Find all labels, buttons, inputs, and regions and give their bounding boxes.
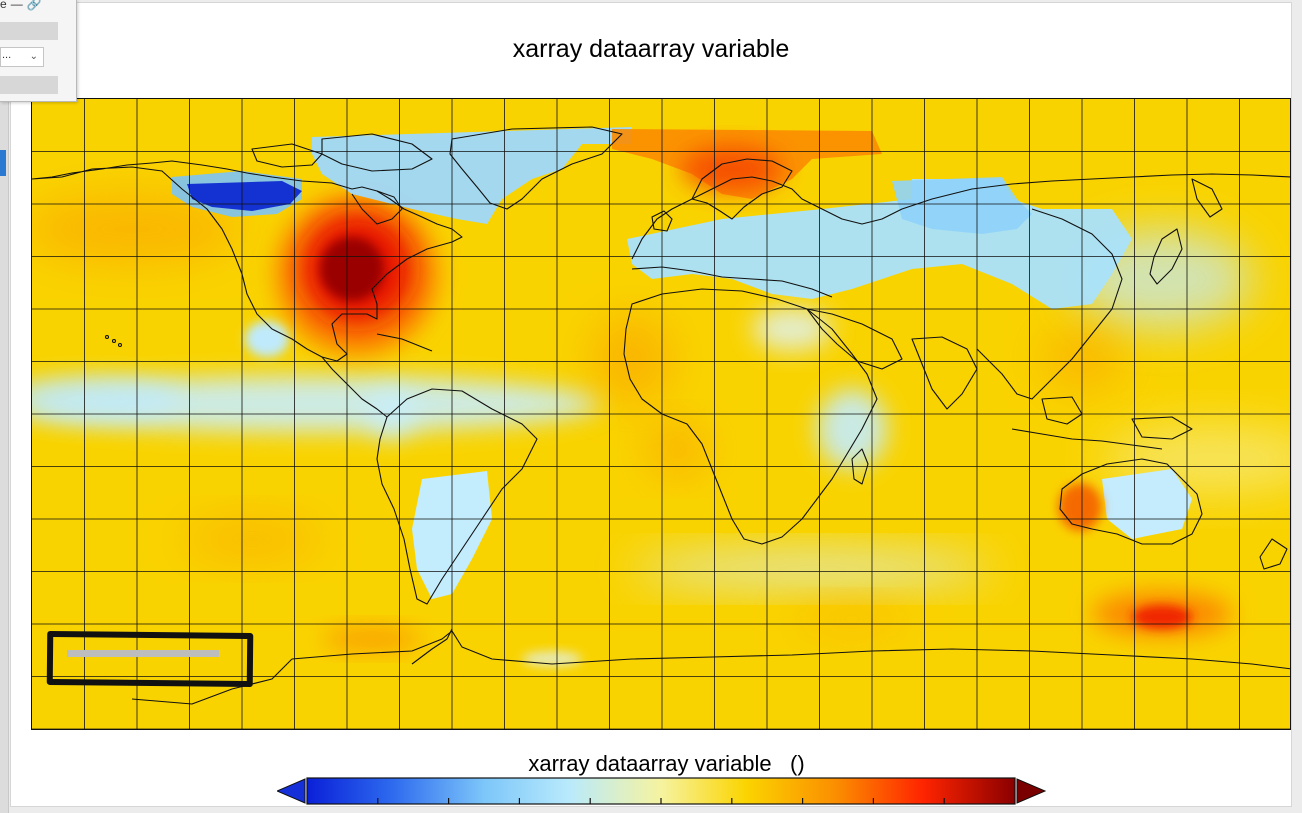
anomaly-cool-east-africa <box>817 389 887 469</box>
coastline-antarctica-west <box>131 658 293 705</box>
coastline-kamchatka <box>1191 178 1223 218</box>
anomaly-cool-east-australia <box>1102 469 1192 539</box>
coastline-north-america <box>32 160 463 362</box>
colorbar-label-text: xarray dataarray variable <box>528 751 772 776</box>
toolbar-input-bar-1[interactable] <box>0 22 58 40</box>
colorbar <box>277 777 1047 805</box>
toolbar-select[interactable]: ... ⌄ <box>0 47 44 67</box>
anomaly-warm-scandinavia-core <box>682 147 782 191</box>
map-svg <box>32 99 1290 729</box>
coastline-hawaii-3 <box>117 342 123 348</box>
coastline-south-america <box>376 388 538 605</box>
anomaly-field <box>32 127 1290 667</box>
coastline-india <box>911 336 978 410</box>
coastline-madagascar <box>851 448 869 485</box>
map-plot-area[interactable] <box>31 98 1291 730</box>
map-title: xarray dataarray variable <box>512 35 790 63</box>
coastline-arctic-islands-2 <box>251 143 323 168</box>
anomaly-cool-pacific-west <box>32 377 182 421</box>
anomaly-warm-atlantic-tropics <box>592 314 672 404</box>
coastline-antarctica <box>291 630 1290 670</box>
toolbar-select-value: ... <box>2 49 12 61</box>
anomaly-cool-siberia <box>892 177 1032 234</box>
coastline-arctic-islands <box>321 133 433 172</box>
coastline-scandinavia <box>691 158 793 220</box>
colorbar-ticks <box>377 798 945 804</box>
anomaly-cool-indian-ocean-south <box>632 551 992 587</box>
anomaly-warm-south-atlantic <box>792 603 912 635</box>
coastline-hudson-bay <box>351 190 403 225</box>
anomaly-warm-west-australia <box>1058 483 1102 531</box>
annotation-highlight-box <box>46 630 254 688</box>
anomaly-cool-antarctic-east <box>522 651 582 667</box>
coastline-new-guinea <box>1131 416 1193 440</box>
colorbar-label: xarray dataarray variable () <box>11 751 1302 777</box>
coastline-caribbean <box>376 333 433 352</box>
coastline-greenland <box>449 126 623 210</box>
dash-icon[interactable]: — <box>10 0 23 11</box>
coastline-new-zealand <box>1259 538 1288 570</box>
coastline-indonesia <box>1011 428 1163 450</box>
link-icon[interactable]: 🔗 <box>26 0 42 11</box>
coastline-japan <box>1149 228 1183 285</box>
gridlines <box>32 99 1290 729</box>
coastline-central-america <box>321 356 388 418</box>
toolbar-label-fragment: e <box>0 0 7 11</box>
anomaly-cool-mexico <box>245 321 289 357</box>
chevron-down-icon[interactable]: ⌄ <box>29 51 38 62</box>
figure-canvas: xarray dataarray variable <box>10 2 1292 807</box>
sidebar-selection-marker[interactable] <box>0 150 6 176</box>
toolbar-input-bar-2[interactable] <box>0 76 58 94</box>
floating-toolbar: e — 🔗 ... ⌄ <box>0 0 77 102</box>
annotation-placeholder-line <box>67 650 219 657</box>
anomaly-cool-north-africa <box>752 307 832 351</box>
coastlines <box>32 126 1290 705</box>
colorbar-units: () <box>790 751 805 776</box>
coastline-europe <box>631 173 1290 260</box>
coastline-hawaii-1 <box>104 334 110 340</box>
toolbar-header: e — 🔗 <box>0 0 46 11</box>
colorbar-units-gap <box>772 751 790 776</box>
coastline-mediterranean-north <box>631 266 833 298</box>
coastline-borneo <box>1041 396 1083 425</box>
anomaly-warm-south-pacific <box>182 517 322 561</box>
left-sidebar-strip <box>0 0 9 813</box>
anomaly-warm-antarctic-west <box>322 627 422 651</box>
anomaly-cool-pacific-band <box>32 376 602 432</box>
coastline-arabia <box>806 308 903 370</box>
colorbar-extend-max <box>1016 778 1047 804</box>
anomaly-warm-north-america-core <box>320 237 384 301</box>
colorbar-extend-min <box>277 778 306 804</box>
coastline-antarctic-peninsula <box>411 628 453 665</box>
anomaly-cold-western-canada <box>187 181 302 211</box>
coastline-hawaii-2 <box>111 338 117 344</box>
anomaly-warm-southern-ocean-core <box>1132 605 1192 629</box>
